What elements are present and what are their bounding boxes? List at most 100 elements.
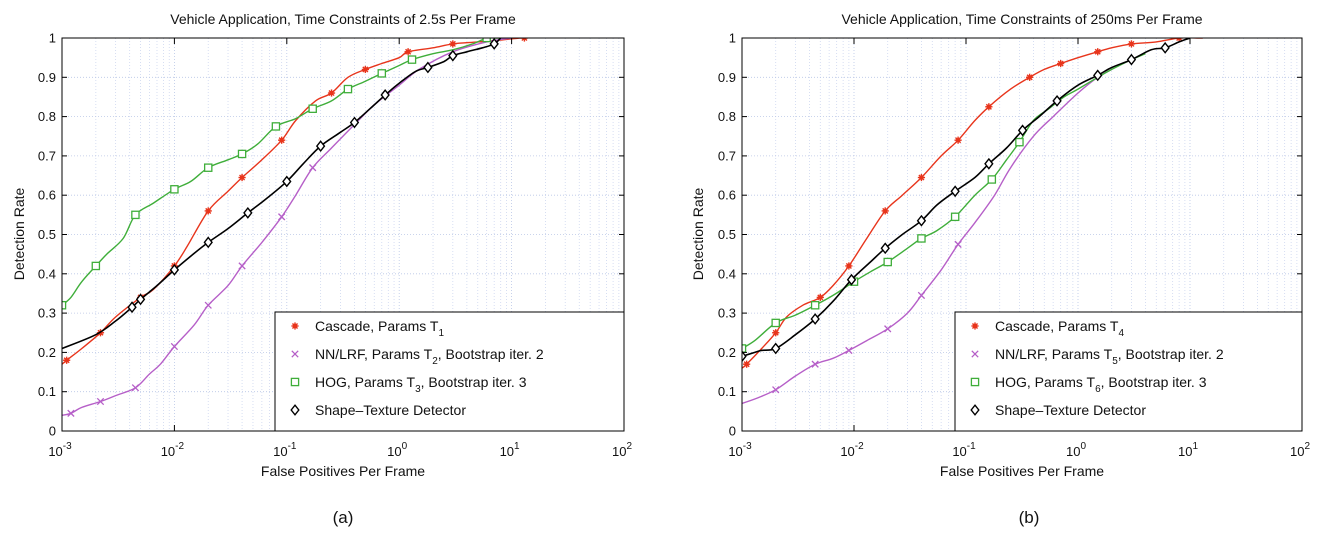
nn-lrf-marker: [204, 301, 212, 309]
shape-texture-marker: [135, 293, 146, 306]
y-tick-label: 0.9: [718, 70, 736, 85]
x-tick-label: 10-2: [161, 441, 185, 459]
y-tick-label: 0: [729, 424, 736, 439]
chart-panel-b: 0 0.1 0.2 0.3 0.4 0.5 0.6 0.7 0.8 0.9 1 10-3 10-2 10-…: [690, 11, 1310, 527]
panel-caption-a: (a): [333, 508, 354, 527]
legend-marker-shape-texture: [970, 404, 980, 416]
shape-texture-marker: [127, 301, 137, 314]
y-axis-label-a: Detection Rate: [11, 187, 27, 280]
hog-marker: [883, 257, 892, 267]
cascade-marker: [954, 136, 962, 144]
legend-marker-hog: [970, 377, 980, 387]
shape-texture-marker: [489, 38, 499, 50]
x-tick-label: 101: [1178, 441, 1198, 459]
shape-texture-marker: [1017, 124, 1028, 137]
hog-marker: [308, 104, 317, 113]
x-axis-label-a: False Positives Per Frame: [261, 463, 425, 479]
cascade-marker: [204, 207, 212, 215]
cascade-marker: [1026, 73, 1034, 81]
shape-texture-marker: [282, 175, 292, 188]
x-tick-label: 10-1: [273, 441, 297, 459]
hog-marker: [237, 149, 247, 159]
shape-texture-marker: [950, 185, 960, 198]
shape-texture-marker: [1052, 94, 1062, 107]
hog-marker: [950, 212, 960, 222]
legend-marker-cascade: [971, 322, 979, 330]
nn-lrf-marker: [917, 291, 926, 300]
shape-texture-line-b: [742, 38, 1191, 358]
cascade-marker: [63, 356, 71, 364]
cascade-marker: [1057, 59, 1065, 68]
hog-marker: [91, 261, 101, 271]
y-tick-label: 0.7: [38, 148, 56, 163]
cascade-marker: [881, 207, 889, 215]
nn-lrf-marker: [772, 386, 780, 394]
hog-marker: [917, 234, 926, 243]
shape-texture-marker: [349, 116, 360, 129]
legend-label-cascade: Cascade, Params T1: [315, 318, 444, 339]
hog-marker: [407, 55, 417, 64]
cascade-marker: [845, 262, 853, 270]
shape-texture-marker: [846, 273, 857, 286]
shape-texture-marker: [916, 214, 927, 227]
legend-label-hog: HOG, Params T6, Bootstrap iter. 3: [995, 374, 1207, 395]
panel-caption-b: (b): [1019, 508, 1040, 527]
legend-marker-nn-lrf: [971, 350, 979, 358]
x-tick-label: 100: [1066, 441, 1086, 459]
shape-texture-marker: [742, 350, 747, 363]
shape-texture-marker: [243, 206, 253, 219]
y-tick-label: 0.3: [718, 306, 736, 321]
legend-label-nn-lrf: NN/LRF, Params T2, Bootstrap iter. 2: [315, 346, 544, 367]
legend-marker-shape-texture: [290, 404, 300, 416]
shape-texture-marker: [771, 342, 781, 355]
y-tick-label: 0.5: [718, 227, 736, 242]
legend-label-shape-texture: Shape–Texture Detector: [995, 402, 1146, 418]
x-tick-label: 10-3: [728, 441, 752, 459]
shape-texture-marker: [380, 89, 390, 101]
hog-marker: [1015, 137, 1024, 147]
hog-marker: [271, 122, 281, 131]
nn-lrf-marker: [811, 360, 819, 368]
shape-texture-line-a: [62, 38, 502, 350]
y-tick-label: 0.2: [38, 345, 56, 360]
chart-title-a: Vehicle Application, Time Constraints of…: [170, 11, 516, 27]
shape-texture-marker: [810, 313, 820, 325]
legend-box-b: [954, 311, 1303, 432]
cascade-marker: [238, 173, 246, 182]
y-tick-label: 0.1: [718, 384, 736, 399]
nn-lrf-marker: [96, 397, 105, 406]
x-tick-label: 10-3: [48, 441, 72, 459]
shape-texture-marker: [448, 49, 458, 62]
cascade-marker: [985, 103, 993, 111]
cascade-marker: [1127, 40, 1136, 48]
legend-box-a: [274, 311, 625, 432]
y-tick-label: 0.6: [718, 188, 736, 203]
legend-label-shape-texture: Shape–Texture Detector: [315, 402, 466, 418]
y-tick-label: 0.9: [38, 70, 56, 85]
shape-texture-marker: [1160, 41, 1170, 54]
y-axis-label-b: Detection Rate: [690, 187, 706, 280]
hog-marker: [377, 69, 387, 78]
y-tick-label: 0: [49, 424, 56, 439]
series-layer-b: [742, 38, 1203, 405]
shape-texture-marker: [1126, 53, 1137, 66]
series-layer-a: [62, 38, 529, 417]
cascade-marker: [449, 40, 457, 48]
chart-title-b: Vehicle Application, Time Constraints of…: [841, 11, 1202, 27]
x-tick-label: 102: [612, 441, 632, 459]
x-tick-label: 101: [500, 441, 520, 459]
cascade-marker: [772, 329, 780, 337]
hog-marker: [131, 210, 140, 220]
cascade-marker: [743, 360, 751, 368]
legend-label-cascade: Cascade, Params T4: [995, 318, 1124, 339]
nn-lrf-marker: [131, 384, 140, 392]
cascade-marker: [404, 48, 412, 56]
nn-lrf-marker: [309, 164, 317, 172]
cascade-marker: [327, 89, 336, 97]
ticks-b: 0 0.1 0.2 0.3 0.4 0.5 0.6 0.7 0.8 0.9 1 10-3 10-2 10-…: [718, 31, 1311, 460]
cascade-marker: [278, 136, 286, 144]
hog-marker: [987, 175, 997, 184]
hog-line-b: [742, 53, 1146, 350]
y-tick-label: 0.4: [718, 266, 736, 281]
hog-marker: [771, 318, 780, 328]
